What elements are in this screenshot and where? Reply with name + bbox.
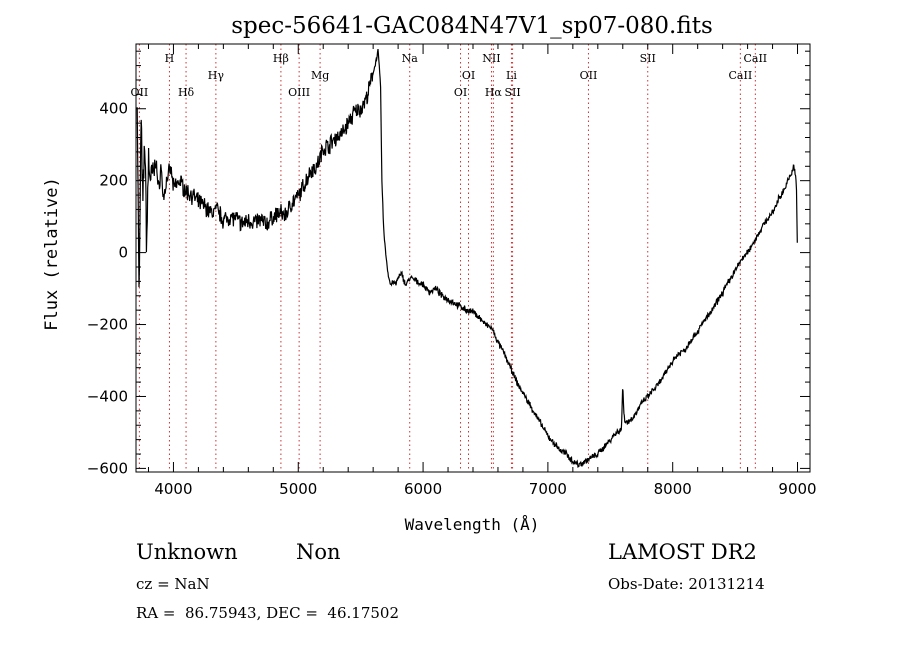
- y-tick-label: −400: [87, 387, 128, 405]
- line-marker-label-1: H: [165, 52, 175, 65]
- obs-date-label: Obs-Date: 20131214: [608, 575, 765, 593]
- line-marker-label-2: Hδ: [178, 86, 195, 99]
- x-axis-label: Wavelength (Å): [405, 515, 540, 534]
- line-marker-label-7: Na: [402, 52, 419, 65]
- y-tick-label: −600: [87, 459, 128, 477]
- line-marker-label-11: Hα: [485, 86, 503, 99]
- line-marker-label-8: OI: [454, 86, 467, 99]
- x-tick-label: 4000: [154, 480, 192, 498]
- x-tick-label: 7000: [529, 480, 567, 498]
- x-tick-label: 8000: [654, 480, 692, 498]
- axes: 4000 5000 6000 7000 8000 9000 −600 −400 −200 0 200…: [87, 44, 817, 498]
- y-tick-label: 0: [118, 244, 128, 262]
- y-tick-label: 200: [99, 172, 128, 190]
- x-tick-label: 6000: [404, 480, 442, 498]
- line-marker-label-10: NII: [482, 52, 500, 65]
- line-marker-label-5: OIII: [288, 86, 310, 99]
- x-tick-label: 9000: [778, 480, 816, 498]
- line-marker-label-4: Hβ: [273, 52, 289, 65]
- line-marker-label-13: SII: [504, 86, 520, 99]
- line-marker-label-14: OII: [580, 69, 598, 82]
- line-marker-label-16: CaII: [729, 69, 753, 82]
- y-axis-label: Flux (relative): [42, 177, 62, 331]
- y-tick-label: −200: [87, 316, 128, 334]
- y-tick-label: 400: [99, 100, 128, 118]
- cz-label: cz = NaN: [136, 575, 210, 593]
- line-marker-label-3: Hγ: [208, 69, 225, 82]
- survey-label: LAMOST DR2: [608, 540, 757, 564]
- x-tick-label: 5000: [279, 480, 317, 498]
- coords-label: RA = 86.75943, DEC = 46.17502: [136, 604, 400, 622]
- line-marker-label-6: Mg: [311, 69, 329, 82]
- plot-frame: [135, 43, 811, 473]
- spectrum-line: [136, 49, 798, 469]
- chart-title: spec-56641-GAC084N47V1_sp07-080.fits: [231, 13, 713, 39]
- line-marker-label-12: Li: [506, 69, 517, 82]
- line-marker-label-15: SII: [640, 52, 656, 65]
- line-marker-label-17: CaII: [743, 52, 767, 65]
- class-label: Unknown: [136, 540, 238, 564]
- subclass-label: Non: [296, 540, 341, 564]
- line-marker-label-9: OI: [462, 69, 475, 82]
- line-marker-label-0: OII: [131, 86, 149, 99]
